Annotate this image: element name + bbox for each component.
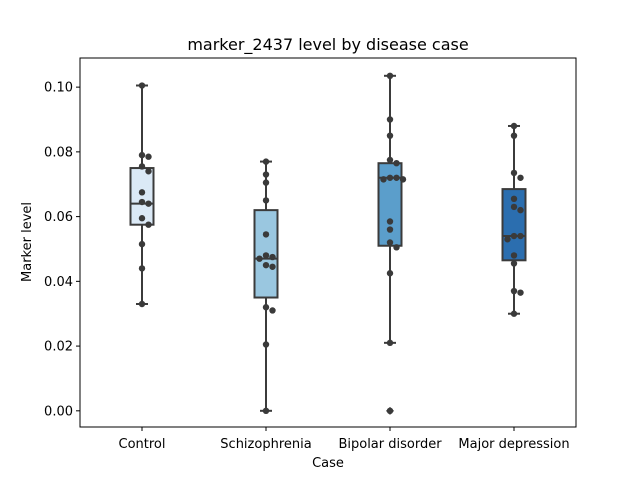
data-point	[517, 232, 524, 240]
y-tick-label: 0.06	[44, 210, 73, 225]
data-point	[517, 174, 524, 181]
data-point	[262, 407, 270, 415]
x-tick-label: Bipolar disorder	[338, 437, 442, 452]
data-point	[138, 151, 146, 159]
data-point	[138, 215, 146, 222]
data-point	[510, 310, 518, 317]
data-point	[386, 116, 394, 123]
data-point	[138, 189, 146, 196]
data-point	[393, 159, 400, 167]
data-point	[262, 158, 270, 165]
box-group-major-depression	[501, 124, 527, 315]
data-point	[262, 304, 270, 311]
data-point	[386, 407, 394, 415]
swarm-group	[256, 158, 276, 415]
data-point	[517, 289, 524, 296]
y-tick-label: 0.08	[44, 145, 73, 160]
data-point	[399, 176, 407, 183]
data-point	[262, 252, 270, 259]
y-axis-label: Marker level	[20, 202, 35, 282]
swarm-group	[138, 82, 152, 308]
x-tick-label: Control	[119, 437, 166, 452]
data-point	[504, 236, 511, 243]
data-point	[386, 270, 394, 277]
data-point	[386, 218, 394, 225]
data-point	[138, 265, 146, 272]
plot-area	[129, 72, 527, 415]
data-point	[510, 203, 518, 211]
y-tick-label: 0.04	[44, 275, 73, 290]
box-iqr	[377, 162, 403, 247]
y-axis: 0.00 0.02 0.04 0.06 0.08 0.10	[44, 81, 80, 419]
data-point	[256, 255, 263, 262]
data-point	[393, 244, 400, 251]
data-point	[510, 195, 518, 203]
data-point	[262, 341, 270, 348]
data-point	[510, 260, 518, 267]
data-point	[393, 174, 400, 181]
data-point	[138, 240, 146, 248]
data-point	[517, 206, 524, 214]
data-point	[262, 231, 270, 238]
x-tick-label: Schizophrenia	[220, 437, 311, 452]
data-point	[510, 122, 518, 130]
data-point	[262, 179, 270, 186]
data-point	[138, 300, 146, 308]
swarm-group	[504, 122, 524, 317]
data-point	[262, 261, 270, 269]
x-axis-label: Case	[312, 456, 344, 471]
data-point	[386, 174, 394, 181]
x-tick-label: Major depression	[458, 437, 569, 452]
data-point	[386, 239, 394, 246]
data-point	[510, 132, 518, 139]
data-point	[138, 163, 146, 170]
y-tick-label: 0.10	[44, 81, 73, 96]
y-tick-label: 0.00	[44, 404, 73, 419]
data-point	[269, 253, 276, 261]
y-tick-label: 0.02	[44, 340, 73, 355]
data-point	[145, 200, 152, 207]
plot-frame	[79, 57, 577, 428]
data-point	[269, 307, 276, 314]
data-point	[145, 153, 152, 160]
data-point	[510, 287, 518, 295]
data-point	[510, 252, 518, 259]
data-point	[262, 197, 270, 204]
swarm-group	[380, 72, 407, 415]
data-point	[145, 221, 152, 228]
data-point	[138, 198, 146, 206]
data-point	[145, 168, 152, 175]
box-iqr	[501, 188, 527, 262]
data-point	[386, 156, 394, 164]
data-point	[386, 132, 394, 139]
data-point	[386, 72, 394, 80]
data-point	[386, 226, 394, 233]
data-point	[510, 169, 518, 177]
data-point	[386, 339, 394, 347]
x-axis: Control Schizophrenia Bipolar disorder Majo…	[119, 427, 570, 452]
data-point	[380, 176, 387, 183]
data-point	[138, 82, 146, 89]
chart-title: marker_2437 level by disease case	[187, 35, 468, 55]
data-point	[269, 263, 276, 270]
data-point	[510, 232, 518, 240]
data-point	[262, 171, 270, 178]
